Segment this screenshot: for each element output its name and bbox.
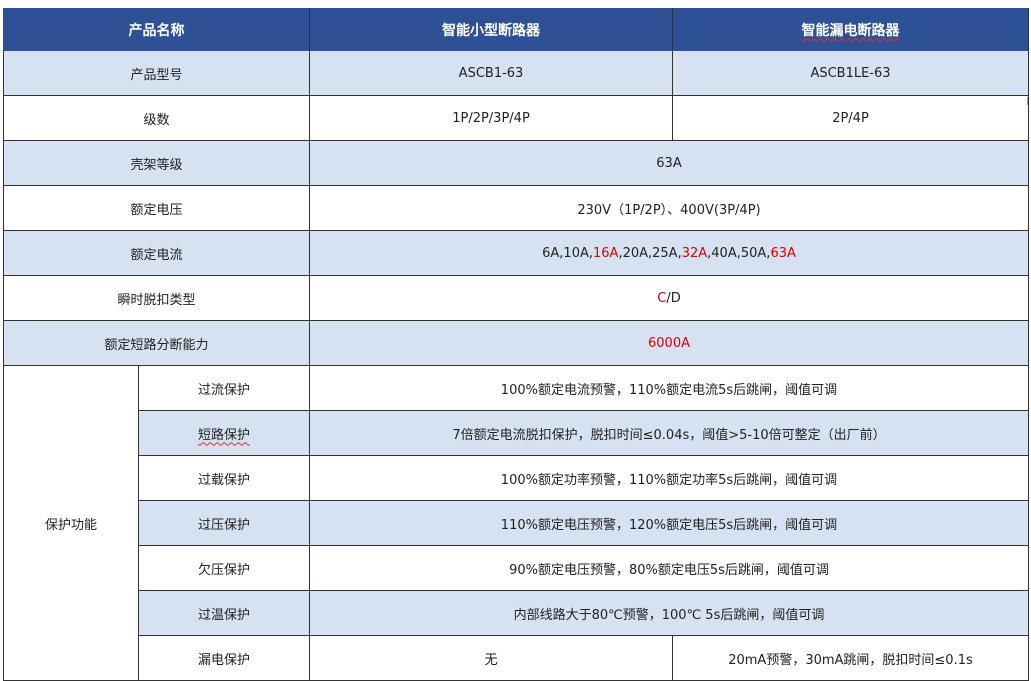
cell-value: 1P/2P/3P/4P	[309, 95, 673, 141]
table-row-trip-type: 瞬时脱扣类型 C/D	[3, 275, 1029, 321]
current-segment: ,40A,50A,	[707, 245, 771, 261]
spec-table: 产品名称 智能小型断路器 智能漏电断路器 产品型号 ASCB1-63 ASCB1…	[3, 8, 1029, 681]
table-row-protection: 欠压保护 90%额定电压预警，80%额定电压5s后跳闸，阈值可调	[4, 545, 1029, 591]
table-row-breaking: 额定短路分断能力 6000A	[3, 320, 1029, 366]
header-row: 产品名称 智能小型断路器 智能漏电断路器	[3, 8, 1029, 51]
cell-value: 20mA预警，30mA跳闸，脱扣时间≤0.1s	[672, 635, 1029, 681]
protection-value: 内部线路大于80℃预警，100℃ 5s后跳闸，阈值可调	[309, 590, 1029, 636]
row-label: 额定电流	[3, 230, 310, 276]
protection-value: 100%额定电流预警，110%额定电流5s后跳闸，阈值可调	[309, 365, 1029, 411]
table-row-protection: 短路保护 7倍额定电流脱扣保护，脱扣时间≤0.04s，阈值>5-10倍可整定（出…	[4, 410, 1029, 456]
current-segment: 63A	[770, 245, 796, 261]
cell-value: ASCB1LE-63	[672, 50, 1029, 96]
table-row-protection: 过温保护 内部线路大于80℃预警，100℃ 5s后跳闸，阈值可调	[4, 590, 1029, 636]
row-label: 瞬时脱扣类型	[3, 275, 310, 321]
row-label: 额定短路分断能力	[3, 320, 310, 366]
protection-name: 过温保护	[138, 590, 310, 636]
cell-value: ASCB1-63	[309, 50, 673, 96]
table-row-leakage: 漏电保护 无 20mA预警，30mA跳闸，脱扣时间≤0.1s	[4, 635, 1029, 681]
cell-value: 230V（1P/2P）、400V(3P/4P)	[309, 185, 1029, 231]
protection-name: 短路保护	[138, 410, 310, 456]
trip-type-c: C	[657, 290, 667, 306]
current-segment: 6A,10A,	[542, 245, 593, 261]
table-row-protection: 过载保护 100%额定功率预警，110%额定功率5s后跳闸，阈值可调	[4, 455, 1029, 501]
table-row-voltage: 额定电压 230V（1P/2P）、400V(3P/4P)	[3, 185, 1029, 231]
cell-value: 无	[309, 635, 673, 681]
edge-marker	[1027, 97, 1031, 105]
protection-name: 过流保护	[138, 365, 310, 411]
cell-value: 6A,10A,16A,20A,25A,32A,40A,50A,63A	[309, 230, 1029, 276]
cell-value: 6000A	[309, 320, 1029, 366]
row-label: 产品型号	[3, 50, 310, 96]
header-rcbo: 智能漏电断路器	[672, 8, 1029, 51]
protection-group-label: 保护功能	[3, 365, 139, 681]
protection-value: 7倍额定电流脱扣保护，脱扣时间≤0.04s，阈值>5-10倍可整定（出厂前）	[309, 410, 1029, 456]
header-mcb: 智能小型断路器	[309, 8, 673, 51]
trip-type-d: /D	[666, 290, 681, 306]
table-row-frame: 壳架等级 63A	[3, 140, 1029, 186]
table-row-model: 产品型号 ASCB1-63 ASCB1LE-63	[3, 50, 1029, 96]
cell-value: C/D	[309, 275, 1029, 321]
current-segment: 16A	[593, 245, 619, 261]
protection-name: 过压保护	[138, 500, 310, 546]
table-row-protection: 保护功能 过流保护 100%额定电流预警，110%额定电流5s后跳闸，阈值可调	[3, 365, 1029, 681]
table-row-poles: 级数 1P/2P/3P/4P 2P/4P	[3, 95, 1029, 141]
protection-name: 漏电保护	[138, 635, 310, 681]
row-label: 级数	[3, 95, 310, 141]
table-row-current: 额定电流 6A,10A,16A,20A,25A,32A,40A,50A,63A	[3, 230, 1029, 276]
protection-value: 100%额定功率预警，110%额定功率5s后跳闸，阈值可调	[309, 455, 1029, 501]
table-row-protection: 过压保护 110%额定电压预警，120%额定电压5s后跳闸，阈值可调	[4, 500, 1029, 546]
protection-name: 欠压保护	[138, 545, 310, 591]
protection-value: 90%额定电压预警，80%额定电压5s后跳闸，阈值可调	[309, 545, 1029, 591]
current-segment: ,20A,25A,	[618, 245, 682, 261]
header-product-name: 产品名称	[3, 8, 310, 51]
cell-value: 63A	[309, 140, 1029, 186]
protection-name: 过载保护	[138, 455, 310, 501]
cell-value: 2P/4P	[672, 95, 1029, 141]
current-segment: 32A	[681, 245, 708, 261]
row-label: 壳架等级	[3, 140, 310, 186]
protection-value: 110%额定电压预警，120%额定电压5s后跳闸，阈值可调	[309, 500, 1029, 546]
row-label: 额定电压	[3, 185, 310, 231]
